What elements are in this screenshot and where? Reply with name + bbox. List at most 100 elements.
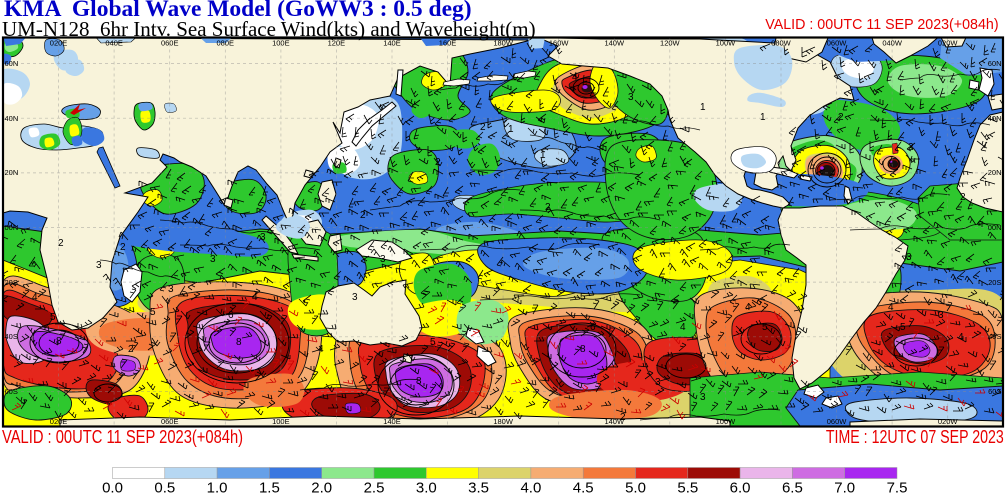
svg-text:3: 3 [210,254,216,265]
svg-text:00N: 00N [5,223,19,232]
svg-text:3: 3 [380,254,386,265]
svg-text:00N: 00N [988,223,1002,232]
svg-text:4: 4 [958,332,964,343]
svg-text:8: 8 [416,376,422,387]
svg-text:060E: 060E [161,417,179,426]
svg-text:3: 3 [628,92,634,103]
svg-text:120E: 120E [328,39,346,48]
svg-text:8: 8 [56,336,62,347]
svg-text:180W: 180W [493,39,514,48]
svg-text:20N: 20N [5,168,19,177]
svg-text:140E: 140E [383,39,401,48]
svg-text:120W: 120W [660,39,681,48]
svg-text:2: 2 [960,192,966,203]
svg-text:100E: 100E [272,417,290,426]
svg-text:5: 5 [430,337,436,348]
svg-text:2.0: 2.0 [311,480,332,496]
svg-text:020E: 020E [50,39,68,48]
svg-text:140W: 140W [604,39,625,48]
svg-text:080E: 080E [217,39,235,48]
svg-text:40N: 40N [988,114,1002,123]
svg-text:4: 4 [745,302,751,313]
svg-text:2: 2 [435,157,441,168]
svg-text:7.0: 7.0 [834,480,855,496]
svg-text:5: 5 [762,322,768,333]
svg-text:60N: 60N [988,59,1002,68]
svg-text:5: 5 [900,322,906,333]
svg-text:20N: 20N [988,168,1002,177]
svg-text:1: 1 [540,150,546,161]
svg-text:0.5: 0.5 [154,480,175,496]
svg-text:2: 2 [128,344,134,355]
svg-text:7.5: 7.5 [887,480,908,496]
svg-text:2: 2 [120,242,126,253]
svg-text:4: 4 [32,292,38,303]
svg-text:080W: 080W [771,39,792,48]
svg-text:20S: 20S [5,278,18,287]
svg-text:40S: 40S [5,332,18,341]
svg-text:3: 3 [938,310,944,321]
svg-text:3.5: 3.5 [468,480,489,496]
svg-text:40N: 40N [5,114,19,123]
svg-text:4.0: 4.0 [520,480,541,496]
svg-text:4: 4 [680,322,686,333]
svg-text:100E: 100E [272,39,290,48]
svg-text:2: 2 [908,142,914,153]
svg-text:3: 3 [168,284,174,295]
svg-text:020W: 020W [938,39,959,48]
svg-text:4.5: 4.5 [573,480,594,496]
svg-text:6.5: 6.5 [782,480,803,496]
svg-text:140W: 140W [604,417,625,426]
svg-text:1.0: 1.0 [207,480,228,496]
svg-text:5.0: 5.0 [625,480,646,496]
svg-text:5: 5 [150,307,156,318]
svg-text:2: 2 [620,412,626,423]
svg-text:020E: 020E [50,417,68,426]
svg-text:160E: 160E [439,39,457,48]
svg-text:8: 8 [236,337,242,348]
svg-text:6: 6 [590,322,596,333]
svg-text:2: 2 [838,112,844,123]
svg-text:060W: 060W [827,417,848,426]
svg-text:2: 2 [360,210,366,221]
svg-text:3: 3 [96,260,102,271]
svg-text:2.5: 2.5 [364,480,385,496]
svg-text:40S: 40S [988,332,1001,341]
svg-text:160W: 160W [549,39,570,48]
svg-text:5.5: 5.5 [677,480,698,496]
svg-text:020W: 020W [938,417,959,426]
svg-text:5: 5 [50,312,56,323]
svg-text:3: 3 [260,232,266,243]
svg-text:60S: 60S [988,387,1001,396]
svg-text:3.0: 3.0 [416,480,437,496]
svg-text:60N: 60N [5,59,19,68]
svg-text:4: 4 [572,72,578,83]
svg-text:2: 2 [58,238,64,249]
svg-text:040E: 040E [105,39,123,48]
svg-text:5: 5 [580,292,586,303]
svg-text:3: 3 [700,392,706,403]
svg-text:1: 1 [508,124,514,135]
svg-text:3: 3 [655,377,661,388]
svg-text:4: 4 [888,302,894,313]
svg-text:060W: 060W [827,39,848,48]
svg-text:4: 4 [318,344,324,355]
svg-text:1: 1 [700,102,706,113]
svg-text:6.0: 6.0 [730,480,751,496]
svg-text:4: 4 [252,292,258,303]
svg-text:3: 3 [660,237,666,248]
svg-text:1: 1 [760,112,766,123]
svg-text:040W: 040W [882,39,903,48]
svg-text:2: 2 [480,122,486,133]
svg-text:6: 6 [228,310,234,321]
svg-text:20S: 20S [988,278,1001,287]
svg-text:100W: 100W [716,417,737,426]
svg-text:140E: 140E [383,417,401,426]
svg-text:3: 3 [352,292,358,303]
svg-text:1.5: 1.5 [259,480,280,496]
svg-text:180W: 180W [493,417,514,426]
svg-text:2: 2 [545,202,551,213]
svg-text:0.0: 0.0 [102,480,123,496]
svg-text:100W: 100W [716,39,737,48]
svg-text:060E: 060E [161,39,179,48]
